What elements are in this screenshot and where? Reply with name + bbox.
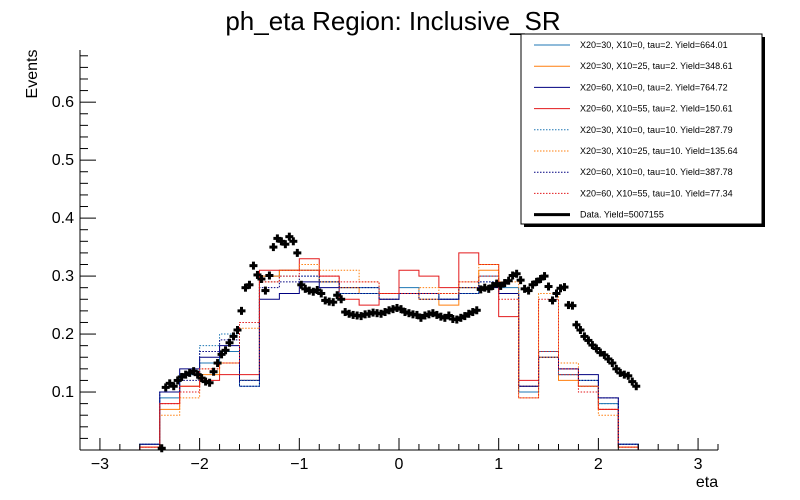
legend-entry-label: X20=60, X10=55, tau=2. Yield=150.61 [580, 104, 733, 114]
data-point [472, 306, 481, 315]
plot-area [99, 232, 699, 453]
data-point [293, 248, 302, 257]
x-tick-label: −3 [91, 456, 109, 473]
legend-box [520, 33, 763, 225]
data-point [624, 371, 633, 380]
data-point [632, 382, 641, 391]
data-point [289, 237, 298, 246]
data-point [504, 276, 513, 285]
legend-entry-label: X20=30, X10=0, tau=10. Yield=287.79 [580, 125, 733, 135]
legend-entry-label: X20=30, X10=0, tau=2. Yield=664.01 [580, 40, 728, 50]
x-tick-label: 2 [594, 456, 603, 473]
data-point [544, 282, 553, 291]
data-point [552, 289, 561, 298]
legend-entry-label: X20=30, X10=25, tau=2. Yield=348.61 [580, 61, 733, 71]
legend-entry-label: X20=30, X10=25, tau=10. Yield=135.64 [580, 146, 738, 156]
data-point [337, 295, 346, 304]
data-point [285, 232, 294, 241]
x-tick-label: −1 [290, 456, 308, 473]
data-point [540, 272, 549, 281]
data-point [281, 240, 290, 249]
data-point [584, 336, 593, 345]
legend-entry-label: X20=60, X10=55, tau=10. Yield=77.34 [580, 188, 733, 198]
data-point [205, 378, 214, 387]
data-point [265, 271, 274, 280]
data-point [233, 326, 242, 334]
y-tick-label: 0.3 [52, 268, 74, 285]
data-point [261, 286, 270, 295]
data-point [157, 444, 166, 453]
data-point [608, 359, 617, 368]
data-point [576, 326, 585, 334]
data-point [221, 346, 230, 355]
data-point [560, 283, 569, 292]
chart-title: ph_eta Region: Inclusive_SR [225, 6, 560, 36]
data-point [169, 382, 178, 391]
series-line-8 [99, 269, 699, 451]
x-axis-label: eta [696, 474, 718, 491]
y-tick-label: 0.1 [52, 384, 74, 401]
data-point [628, 377, 637, 386]
legend-entry-label: X20=60, X10=0, tau=10. Yield=387.78 [580, 167, 733, 177]
legend: X20=30, X10=0, tau=2. Yield=664.01 X20=30… [520, 33, 765, 227]
data-point [512, 269, 521, 278]
axes: −3 −2 −1 0 1 2 3 0.1 0.2 0.3 0.4 0.5 0.6 [52, 50, 719, 473]
data-point [257, 274, 266, 283]
data-point [249, 261, 258, 270]
data-point [209, 367, 218, 376]
data-point [572, 320, 581, 329]
x-tick-label: 1 [494, 456, 503, 473]
data-point [213, 359, 222, 368]
y-axis-label: Events [24, 50, 41, 99]
y-tick-label: 0.2 [52, 326, 74, 343]
x-tick-label: 3 [694, 456, 703, 473]
data-point [225, 338, 234, 347]
y-tick-label: 0.5 [52, 152, 74, 169]
data-point [516, 276, 525, 285]
data-point [524, 286, 533, 295]
data-point [329, 298, 338, 307]
data-point [548, 296, 557, 305]
data-point [237, 306, 246, 315]
y-tick-label: 0.4 [52, 210, 74, 227]
legend-entry-label: Data. Yield=5007155 [580, 210, 664, 220]
data-point [568, 301, 577, 310]
data-point [317, 289, 326, 298]
data-point [269, 243, 278, 252]
x-tick-label: −2 [191, 456, 209, 473]
data-point [229, 332, 238, 341]
series-line-7 [99, 275, 699, 451]
legend-entry-label: X20=60, X10=0, tau=2. Yield=764.72 [580, 82, 728, 92]
data-point [245, 280, 254, 289]
x-tick-label: 0 [395, 456, 404, 473]
y-tick-label: 0.6 [52, 94, 74, 111]
